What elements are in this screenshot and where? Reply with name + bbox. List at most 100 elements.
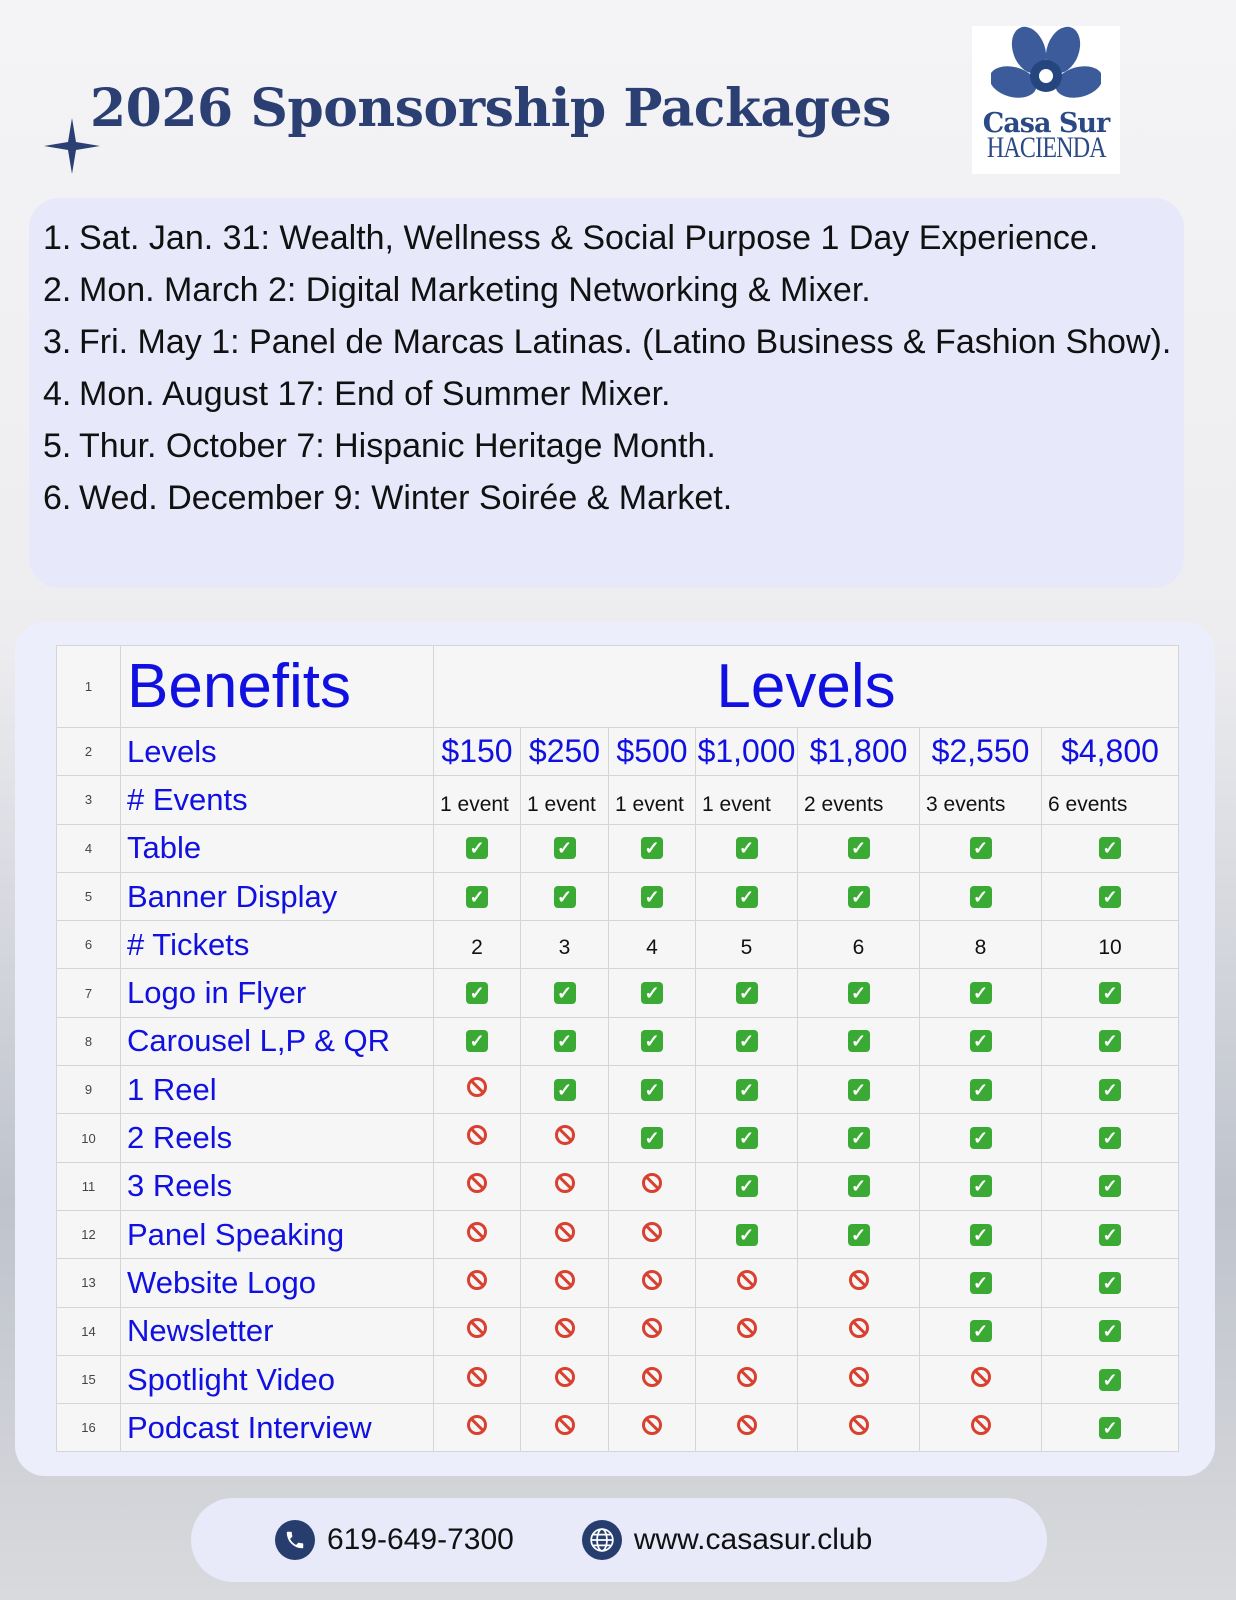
- check-icon: ✓: [641, 885, 663, 908]
- prohibited-icon: [642, 1269, 662, 1290]
- included-cell: ✓: [433, 871, 521, 922]
- check-icon: ✓: [847, 1223, 870, 1246]
- included-cell: ✓: [797, 871, 920, 922]
- check-icon: ✓: [969, 982, 992, 1005]
- check-icon: ✓: [969, 1127, 992, 1150]
- check-icon: ✓: [1099, 885, 1121, 908]
- benefits-header: Benefits: [120, 645, 434, 728]
- check-icon: ✓: [969, 1271, 992, 1294]
- benefit-label: Panel Speaking: [120, 1209, 434, 1260]
- excluded-cell: [608, 1354, 696, 1405]
- benefit-label: Banner Display: [120, 871, 434, 922]
- included-cell: ✓: [1041, 1016, 1179, 1067]
- ticket-count-cell: 2: [433, 920, 521, 970]
- check-icon: ✓: [969, 885, 992, 908]
- row-number: 6: [56, 920, 121, 970]
- included-cell: ✓: [608, 823, 696, 873]
- event-number: 3.: [43, 323, 72, 361]
- excluded-cell: [520, 1258, 609, 1308]
- table-row: 2 Levels $150 $250 $500 $1,000 $1,800 $2,550 $4,…: [56, 726, 1179, 777]
- excluded-cell: [520, 1403, 609, 1453]
- included-cell: ✓: [695, 1065, 798, 1115]
- prohibited-icon: [736, 1366, 757, 1387]
- check-icon: ✓: [735, 1223, 758, 1246]
- included-cell: ✓: [695, 968, 798, 1018]
- website-link[interactable]: www.casasur.club: [633, 1523, 873, 1556]
- excluded-cell: [608, 1403, 696, 1453]
- included-cell: ✓: [1041, 1113, 1179, 1163]
- included-cell: ✓: [919, 968, 1042, 1018]
- table-row: 14 Newsletter ✓ ✓: [56, 1306, 1179, 1356]
- included-cell: ✓: [608, 871, 696, 922]
- event-item: 4. Mon. August 17: End of Summer Mixer.: [43, 368, 1184, 420]
- check-icon: ✓: [641, 1078, 663, 1101]
- ticket-count-cell: 3: [520, 920, 609, 970]
- check-icon: ✓: [641, 1127, 663, 1150]
- excluded-cell: [520, 1306, 609, 1356]
- check-icon: ✓: [735, 1078, 758, 1101]
- price-cell: $1,800: [797, 726, 920, 777]
- row-number: 8: [56, 1016, 121, 1067]
- included-cell: ✓: [608, 1113, 696, 1163]
- table-row: 4 Table ✓ ✓ ✓ ✓ ✓ ✓ ✓: [56, 823, 1179, 873]
- benefit-label: Website Logo: [120, 1258, 434, 1308]
- included-cell: ✓: [919, 1113, 1042, 1163]
- included-cell: ✓: [695, 1113, 798, 1163]
- row-number: 10: [56, 1113, 121, 1163]
- table-row: 13 Website Logo ✓ ✓: [56, 1258, 1179, 1308]
- check-icon: ✓: [735, 1175, 758, 1198]
- price-cell: $250: [520, 726, 609, 777]
- events-count-cell: 1 event: [608, 775, 696, 825]
- check-icon: ✓: [969, 1030, 992, 1053]
- included-cell: ✓: [919, 1306, 1042, 1356]
- included-cell: ✓: [520, 871, 609, 922]
- check-icon: ✓: [735, 982, 758, 1005]
- check-icon: ✓: [1099, 1271, 1121, 1294]
- prohibited-icon: [848, 1269, 869, 1290]
- price-cell: $150: [433, 726, 521, 777]
- excluded-cell: [433, 1258, 521, 1308]
- contact-bar: 619-649-7300 www.casasur.club: [191, 1498, 1047, 1582]
- phone-number[interactable]: 619-649-7300: [327, 1523, 514, 1556]
- logo-subtext: HACIENDA: [986, 131, 1107, 164]
- check-icon: ✓: [1099, 1368, 1121, 1391]
- table-row: 8 Carousel L,P & QR ✓ ✓ ✓ ✓ ✓ ✓ ✓: [56, 1016, 1179, 1067]
- ticket-count-cell: 5: [695, 920, 798, 970]
- row-number: 11: [56, 1161, 121, 1211]
- included-cell: ✓: [919, 1161, 1042, 1211]
- prohibited-icon: [467, 1269, 487, 1290]
- check-icon: ✓: [1099, 1223, 1121, 1246]
- included-cell: ✓: [433, 823, 521, 873]
- events-count-cell: 1 event: [520, 775, 609, 825]
- event-number: 2.: [43, 271, 72, 309]
- included-cell: ✓: [1041, 1403, 1179, 1453]
- excluded-cell: [919, 1403, 1042, 1453]
- check-icon: ✓: [641, 982, 663, 1005]
- included-cell: ✓: [919, 823, 1042, 873]
- check-icon: ✓: [1099, 982, 1121, 1005]
- benefit-label: Podcast Interview: [120, 1403, 434, 1453]
- excluded-cell: [608, 1209, 696, 1260]
- row-number: 2: [56, 726, 121, 777]
- included-cell: ✓: [797, 968, 920, 1018]
- logo-text: Casa Sur: [982, 108, 1110, 139]
- events-count-cell: 1 event: [433, 775, 521, 825]
- check-icon: ✓: [641, 837, 663, 860]
- included-cell: ✓: [919, 1065, 1042, 1115]
- check-icon: ✓: [466, 1030, 488, 1053]
- logo: Casa Sur HACIENDA: [972, 26, 1120, 174]
- included-cell: ✓: [608, 1065, 696, 1115]
- included-cell: ✓: [1041, 823, 1179, 873]
- included-cell: ✓: [797, 1016, 920, 1067]
- prohibited-icon: [554, 1318, 575, 1339]
- benefit-label: 2 Reels: [120, 1113, 434, 1163]
- excluded-cell: [797, 1258, 920, 1308]
- flower-icon: [991, 26, 1101, 98]
- excluded-cell: [433, 1354, 521, 1405]
- event-item: 2. Mon. March 2: Digital Marketing Networ…: [43, 264, 1184, 316]
- table-row: 5 Banner Display ✓ ✓ ✓ ✓ ✓ ✓ ✓: [56, 871, 1179, 922]
- price-cell: $1,000: [695, 726, 798, 777]
- event-number: 6.: [43, 479, 72, 517]
- included-cell: ✓: [1041, 968, 1179, 1018]
